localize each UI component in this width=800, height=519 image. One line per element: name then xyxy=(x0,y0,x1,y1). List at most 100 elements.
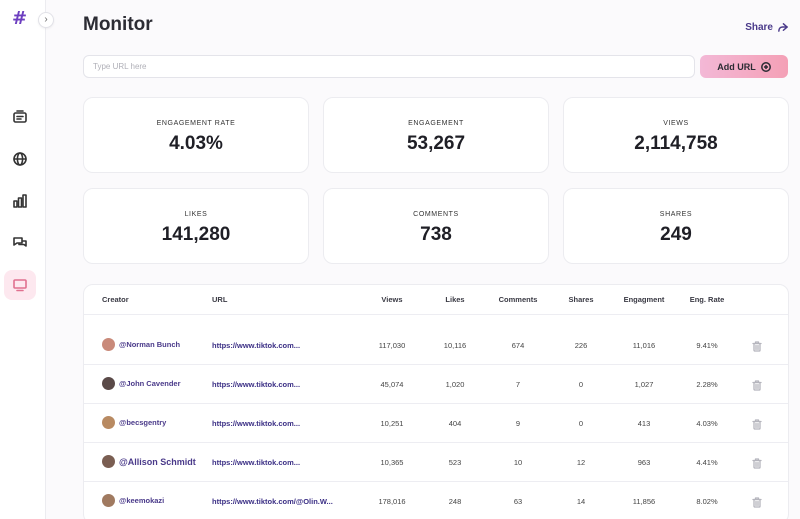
avatar xyxy=(102,377,115,390)
cell-engagement: 1,027 xyxy=(634,380,654,389)
video-url-link[interactable]: https://www.tiktok.com... xyxy=(212,380,301,389)
sidebar-item-monitor[interactable] xyxy=(4,270,36,300)
video-url-link[interactable]: https://www.tiktok.com/@Olin.W... xyxy=(212,497,333,506)
creators-table: Creator URL Views Likes Comments Shares … xyxy=(83,284,789,519)
avatar xyxy=(102,494,115,507)
column-header-engagement[interactable]: Engagment xyxy=(623,295,665,304)
cell-comments: 10 xyxy=(513,458,523,467)
delete-row-button[interactable] xyxy=(752,495,762,513)
cell-likes: 1,020 xyxy=(445,380,465,389)
cell-shares: 14 xyxy=(576,497,586,506)
delete-row-button[interactable] xyxy=(752,456,762,474)
table-row[interactable]: @becsgentry https://www.tiktok.com... 10,2… xyxy=(84,404,788,443)
video-url-link[interactable]: https://www.tiktok.com... xyxy=(212,341,301,350)
sidebar: # xyxy=(0,0,46,519)
cell-engagement: 413 xyxy=(637,419,651,428)
trash-icon xyxy=(752,497,762,508)
stat-card-engagement-rate: ENGAGEMENT RATE 4.03% xyxy=(83,97,309,173)
stat-card-likes: LIKES 141,280 xyxy=(83,188,309,264)
cell-views: 10,251 xyxy=(380,419,404,428)
video-url-link[interactable]: https://www.tiktok.com... xyxy=(212,419,301,428)
cell-eng-rate: 2.28% xyxy=(696,380,718,389)
stat-label: SHARES xyxy=(659,211,693,218)
chevron-right-icon: › xyxy=(44,14,48,25)
cell-views: 10,365 xyxy=(380,458,404,467)
creator-name[interactable]: @Norman Bunch xyxy=(119,340,181,349)
column-header-eng-rate[interactable]: Eng. Rate xyxy=(689,295,725,304)
stat-card-views: VIEWS 2,114,758 xyxy=(563,97,789,173)
creator-cell[interactable]: @John Cavender xyxy=(102,377,181,390)
id-card-icon xyxy=(13,110,27,123)
share-label: Share xyxy=(745,22,773,33)
column-header-shares[interactable]: Shares xyxy=(568,295,594,304)
creator-cell[interactable]: @Allison Schmidt xyxy=(102,455,196,468)
column-header-comments[interactable]: Comments xyxy=(498,295,538,304)
cell-comments: 63 xyxy=(513,497,523,506)
url-input[interactable] xyxy=(83,55,695,78)
delete-row-button[interactable] xyxy=(752,417,762,435)
stat-card-comments: COMMENTS 738 xyxy=(323,188,549,264)
column-header-url[interactable]: URL xyxy=(212,295,228,304)
stat-label: VIEWS xyxy=(663,120,689,127)
chat-bubbles-icon xyxy=(13,237,27,247)
creator-cell[interactable]: @keemokazi xyxy=(102,494,164,507)
creator-name[interactable]: @Allison Schmidt xyxy=(119,456,196,467)
table-header: Creator URL Views Likes Comments Shares … xyxy=(84,285,788,315)
table-row[interactable]: @Allison Schmidt https://www.tiktok.com..… xyxy=(84,443,788,482)
cell-comments: 7 xyxy=(515,380,521,389)
cell-shares: 226 xyxy=(574,341,588,350)
sidebar-item-analytics[interactable] xyxy=(4,186,36,216)
cell-engagement: 963 xyxy=(637,458,651,467)
stat-label: ENGAGEMENT xyxy=(408,120,464,127)
stat-card-shares: SHARES 249 xyxy=(563,188,789,264)
sidebar-item-messages[interactable] xyxy=(4,228,36,258)
cell-eng-rate: 4.03% xyxy=(696,419,718,428)
cell-shares: 0 xyxy=(578,419,584,428)
stat-value: 2,114,758 xyxy=(634,133,718,154)
column-header-views[interactable]: Views xyxy=(381,295,403,304)
cell-likes: 404 xyxy=(448,419,462,428)
stat-label: ENGAGEMENT RATE xyxy=(156,120,236,127)
stat-label: COMMENTS xyxy=(413,211,459,218)
stat-value: 738 xyxy=(420,224,452,245)
trash-icon xyxy=(752,380,762,391)
cell-eng-rate: 8.02% xyxy=(696,497,718,506)
cell-likes: 248 xyxy=(448,497,462,506)
globe-icon xyxy=(13,152,27,166)
cell-views: 117,030 xyxy=(378,341,406,350)
cell-likes: 10,116 xyxy=(443,341,467,350)
creator-name[interactable]: @becsgentry xyxy=(119,418,167,427)
cell-engagement: 11,016 xyxy=(632,341,656,350)
creator-name[interactable]: @keemokazi xyxy=(119,496,165,505)
share-button[interactable]: Share xyxy=(745,22,788,33)
stat-value: 53,267 xyxy=(406,133,466,154)
sidebar-item-explore[interactable] xyxy=(4,144,36,174)
trash-icon xyxy=(752,458,762,469)
cell-likes: 523 xyxy=(448,458,462,467)
video-url-link[interactable]: https://www.tiktok.com... xyxy=(212,458,301,467)
stat-value: 249 xyxy=(660,224,692,245)
column-header-creator[interactable]: Creator xyxy=(102,295,129,304)
table-row[interactable]: @keemokazi https://www.tiktok.com/@Olin.W… xyxy=(84,482,788,519)
add-url-button[interactable]: Add URL xyxy=(700,55,788,78)
cell-comments: 674 xyxy=(511,341,525,350)
cell-eng-rate: 9.41% xyxy=(696,341,718,350)
monitor-icon xyxy=(13,279,27,292)
avatar xyxy=(102,338,115,351)
column-header-likes[interactable]: Likes xyxy=(445,295,465,304)
creator-cell[interactable]: @Norman Bunch xyxy=(102,338,180,351)
creator-cell[interactable]: @becsgentry xyxy=(102,416,166,429)
trash-icon xyxy=(752,419,762,430)
sidebar-item-dashboard[interactable] xyxy=(4,102,36,132)
stat-label: LIKES xyxy=(184,211,208,218)
cell-shares: 0 xyxy=(578,380,584,389)
sidebar-collapse-button[interactable]: › xyxy=(38,12,54,28)
avatar xyxy=(102,455,115,468)
trash-icon xyxy=(752,341,762,352)
delete-row-button[interactable] xyxy=(752,339,762,357)
creator-name[interactable]: @John Cavender xyxy=(119,379,181,388)
logo: # xyxy=(12,8,28,29)
delete-row-button[interactable] xyxy=(752,378,762,396)
table-row[interactable]: @Norman Bunch https://www.tiktok.com... 11… xyxy=(84,326,788,365)
table-row[interactable]: @John Cavender https://www.tiktok.com... 4… xyxy=(84,365,788,404)
